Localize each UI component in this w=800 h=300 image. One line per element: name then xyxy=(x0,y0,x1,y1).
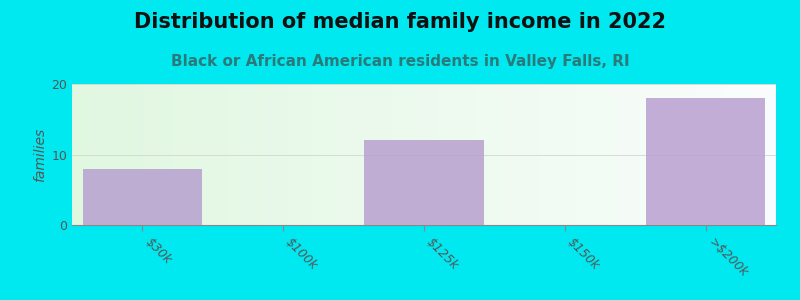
Bar xyxy=(364,140,484,225)
Bar xyxy=(82,169,202,225)
Y-axis label: families: families xyxy=(33,128,47,182)
Text: Black or African American residents in Valley Falls, RI: Black or African American residents in V… xyxy=(170,54,630,69)
Text: Distribution of median family income in 2022: Distribution of median family income in … xyxy=(134,12,666,32)
Bar xyxy=(646,98,766,225)
